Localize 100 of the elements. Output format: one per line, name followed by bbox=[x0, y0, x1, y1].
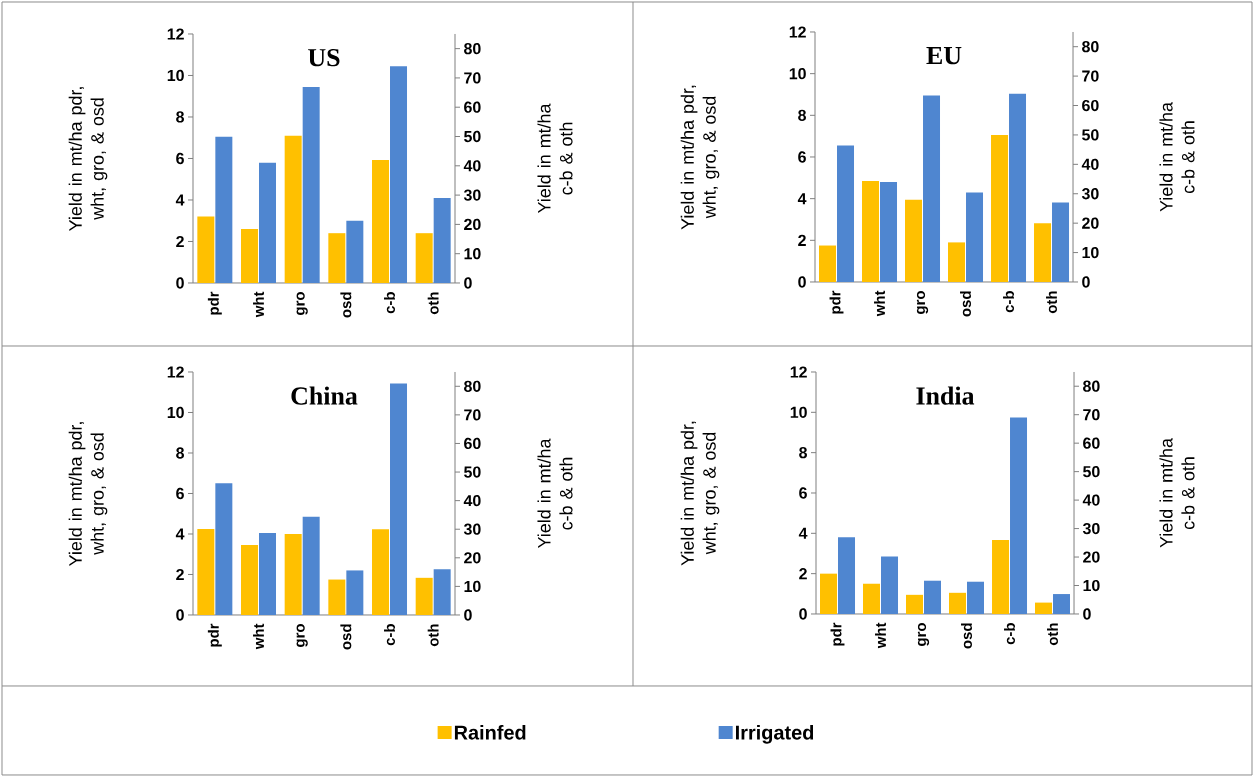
y2-tick-label: 50 bbox=[464, 466, 481, 478]
bar bbox=[390, 383, 408, 615]
chart-title: US bbox=[308, 48, 340, 67]
y-tick-label: 2 bbox=[176, 235, 184, 248]
bar bbox=[837, 145, 855, 282]
y-tick-label: 6 bbox=[176, 152, 184, 165]
bar bbox=[415, 233, 433, 283]
y2-tick-label: 70 bbox=[464, 72, 481, 84]
y-tick-label: 6 bbox=[176, 487, 184, 500]
x-tick-label: gro bbox=[916, 291, 929, 314]
bar bbox=[862, 180, 880, 282]
bar bbox=[241, 229, 259, 283]
bar bbox=[433, 198, 451, 283]
y-tick-label: 2 bbox=[799, 568, 807, 580]
bar bbox=[1034, 223, 1052, 282]
y-tick-label: 0 bbox=[176, 609, 184, 621]
y-axis-title: Yield in mt/ha pdr, wht, gro, & osd bbox=[68, 422, 108, 567]
y2-tick-label: 60 bbox=[464, 437, 481, 450]
bar bbox=[259, 162, 277, 283]
y2-tick-label: 20 bbox=[1082, 217, 1099, 229]
y2-tick-label: 60 bbox=[464, 101, 481, 113]
x-tick-label: wht bbox=[874, 290, 885, 317]
bar bbox=[1010, 417, 1028, 614]
bar bbox=[346, 220, 364, 283]
y2-tick-label: 30 bbox=[1081, 188, 1099, 200]
y2-tick-label: 70 bbox=[1082, 70, 1099, 82]
bar bbox=[923, 95, 941, 282]
bar bbox=[967, 581, 985, 614]
x-tick-label: pdr bbox=[829, 290, 844, 314]
bar bbox=[966, 192, 984, 282]
y-axis-title: Yield in mt/ha pdr, wht, gro, & osd bbox=[68, 87, 108, 232]
bar bbox=[1035, 602, 1053, 614]
bar bbox=[197, 216, 215, 283]
y-tick-label: 4 bbox=[798, 527, 808, 539]
y-axis-title: Yield in mt/ha pdr, wht, gro, & osd bbox=[680, 421, 720, 566]
y2-tick-label: 80 bbox=[464, 380, 481, 392]
x-tick-label: c-b bbox=[1003, 291, 1014, 313]
bar bbox=[328, 579, 346, 615]
y-tick-label: 8 bbox=[176, 447, 184, 459]
bar bbox=[820, 573, 838, 614]
y-tick-label: 8 bbox=[799, 447, 807, 459]
y2-tick-label: 50 bbox=[1082, 129, 1099, 141]
x-tick-label: wht bbox=[253, 623, 264, 650]
y2-tick-label: 0 bbox=[1083, 608, 1091, 620]
y2-axis-title: Yield in mt/ha c-b & oth bbox=[537, 103, 573, 214]
bar bbox=[992, 539, 1010, 614]
bar bbox=[372, 529, 390, 615]
y2-tick-label: 40 bbox=[463, 495, 481, 507]
y2-tick-label: 20 bbox=[1083, 551, 1100, 563]
y-tick-label: 12 bbox=[790, 366, 807, 378]
x-tick-label: wht bbox=[253, 291, 264, 318]
y2-tick-label: 20 bbox=[464, 552, 481, 564]
y2-tick-label: 10 bbox=[1082, 246, 1099, 259]
y2-tick-label: 10 bbox=[464, 580, 481, 593]
bar bbox=[881, 556, 899, 614]
y-tick-label: 10 bbox=[790, 406, 807, 418]
y-tick-label: 10 bbox=[167, 406, 184, 419]
y2-tick-label: 60 bbox=[1082, 99, 1099, 112]
x-tick-label: pdr bbox=[830, 622, 845, 646]
bar bbox=[415, 577, 433, 615]
y-tick-label: 0 bbox=[799, 608, 807, 620]
bar bbox=[906, 594, 924, 614]
bar bbox=[328, 233, 346, 283]
y2-tick-label: 20 bbox=[464, 218, 481, 231]
x-tick-label: oth bbox=[1046, 291, 1057, 314]
bar bbox=[838, 537, 856, 614]
x-tick-label: oth bbox=[427, 292, 439, 315]
x-tick-label: wht bbox=[875, 622, 886, 649]
y-tick-label: 10 bbox=[789, 68, 806, 80]
chart-title: India bbox=[916, 386, 975, 405]
x-tick-label: gro bbox=[296, 624, 308, 647]
x-tick-label: c-b bbox=[384, 292, 395, 314]
y-tick-label: 12 bbox=[167, 28, 184, 40]
bar bbox=[390, 66, 408, 283]
y2-tick-label: 10 bbox=[464, 248, 481, 260]
y2-tick-label: 40 bbox=[1082, 494, 1100, 506]
bar bbox=[259, 532, 277, 615]
y-tick-label: 10 bbox=[167, 69, 184, 82]
legend-label: Rainfed bbox=[454, 725, 526, 740]
y2-tick-label: 10 bbox=[1083, 579, 1100, 592]
bar bbox=[905, 199, 923, 282]
bar bbox=[346, 570, 364, 615]
y-tick-label: 0 bbox=[176, 277, 184, 289]
x-tick-label: osd bbox=[340, 292, 352, 318]
bar bbox=[1053, 594, 1071, 614]
bar bbox=[991, 134, 1009, 282]
y2-tick-label: 60 bbox=[1083, 437, 1100, 449]
y2-axis-title: Yield in mt/ha c-b & oth bbox=[1159, 102, 1195, 212]
bar bbox=[1052, 202, 1070, 282]
y-tick-label: 4 bbox=[797, 193, 807, 205]
bar bbox=[302, 86, 320, 283]
bar bbox=[433, 569, 451, 615]
y2-tick-label: 0 bbox=[1082, 276, 1090, 288]
x-tick-label: c-b bbox=[1004, 623, 1015, 645]
x-tick-label: osd bbox=[960, 291, 971, 317]
x-tick-label: gro bbox=[917, 623, 930, 646]
y2-tick-label: 40 bbox=[1081, 158, 1099, 170]
chart-title: EU bbox=[926, 47, 962, 65]
y-tick-label: 2 bbox=[798, 234, 806, 246]
x-tick-label: pdr bbox=[207, 623, 222, 647]
